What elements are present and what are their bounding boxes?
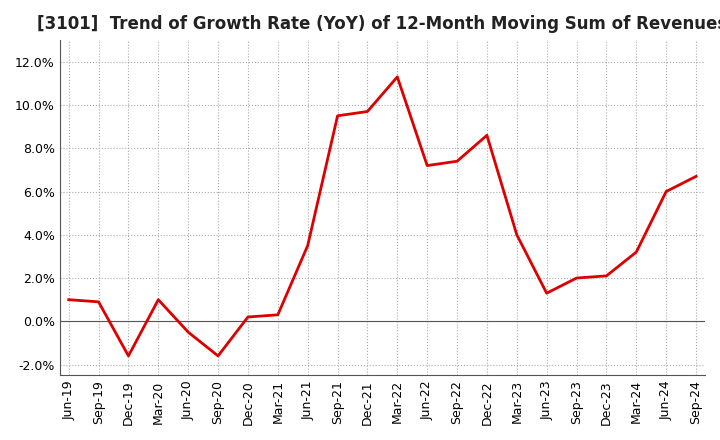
Title: [3101]  Trend of Growth Rate (YoY) of 12-Month Moving Sum of Revenues: [3101] Trend of Growth Rate (YoY) of 12-… — [37, 15, 720, 33]
